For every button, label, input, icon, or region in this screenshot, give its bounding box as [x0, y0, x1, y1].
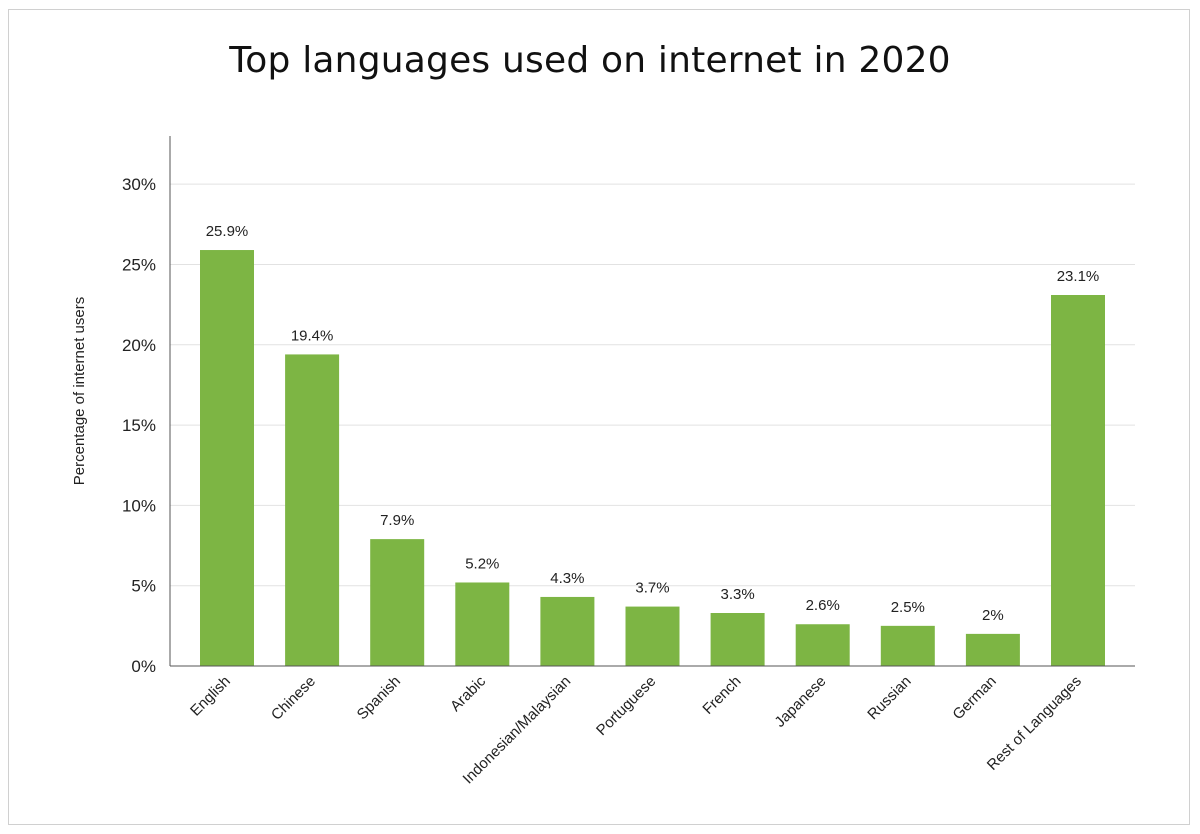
y-tick-label: 25% — [122, 255, 156, 274]
bar — [710, 613, 765, 666]
data-label: 25.9% — [206, 223, 249, 240]
data-label: 19.4% — [291, 327, 334, 344]
data-label: 4.3% — [550, 570, 584, 587]
y-tick-label: 5% — [131, 577, 156, 596]
x-tick-label: Chinese — [268, 673, 319, 724]
bar — [795, 624, 850, 666]
x-tick-label: Rest of Languages — [984, 673, 1085, 774]
y-tick-label: 30% — [122, 175, 156, 194]
bar — [625, 606, 680, 666]
x-tick-label: German — [949, 673, 999, 723]
x-tick-label: Japanese — [772, 673, 830, 731]
y-tick-label: 0% — [131, 657, 156, 676]
bar — [455, 582, 510, 666]
bar — [285, 354, 340, 666]
data-label: 2.5% — [891, 599, 925, 616]
x-tick-label: Portuguese — [593, 673, 659, 739]
bar — [965, 633, 1020, 666]
data-label: 2.6% — [806, 597, 840, 614]
x-tick-label: Russian — [864, 673, 914, 723]
bar — [1051, 295, 1105, 666]
x-tick-label: Spanish — [354, 673, 404, 723]
bar — [370, 539, 425, 666]
bar — [540, 596, 595, 666]
y-tick-label: 20% — [122, 336, 156, 355]
chart-title: Top languages used on internet in 2020 — [229, 40, 951, 81]
x-axis-labels: English Chinese Spanish ArabicIndonesian/Ma… — [187, 672, 1085, 787]
data-label: 3.3% — [720, 586, 754, 603]
data-label: 3.7% — [635, 580, 669, 597]
bar — [880, 625, 935, 666]
data-label: 7.9% — [380, 512, 414, 529]
y-axis-title: Percentage of internet users — [71, 297, 88, 485]
data-label: 2% — [982, 607, 1004, 624]
data-label: 23.1% — [1057, 268, 1100, 285]
x-tick-label: English — [187, 673, 234, 720]
bars — [200, 250, 1105, 666]
x-tick-label: French — [699, 673, 744, 718]
y-tick-label: 15% — [122, 416, 156, 435]
data-label: 5.2% — [465, 555, 499, 572]
value-labels: 25.9% 19.4% 7.9% 5.2% 4.3% 3.7% 3.3% 2.6% 2.5% 2%… — [206, 223, 1100, 624]
y-axis-ticks: 0% 5% 10% 15% 20% 25% 30% — [122, 175, 156, 676]
x-tick-label: Arabic — [447, 672, 489, 714]
y-tick-label: 10% — [122, 496, 156, 515]
bar — [200, 250, 254, 666]
